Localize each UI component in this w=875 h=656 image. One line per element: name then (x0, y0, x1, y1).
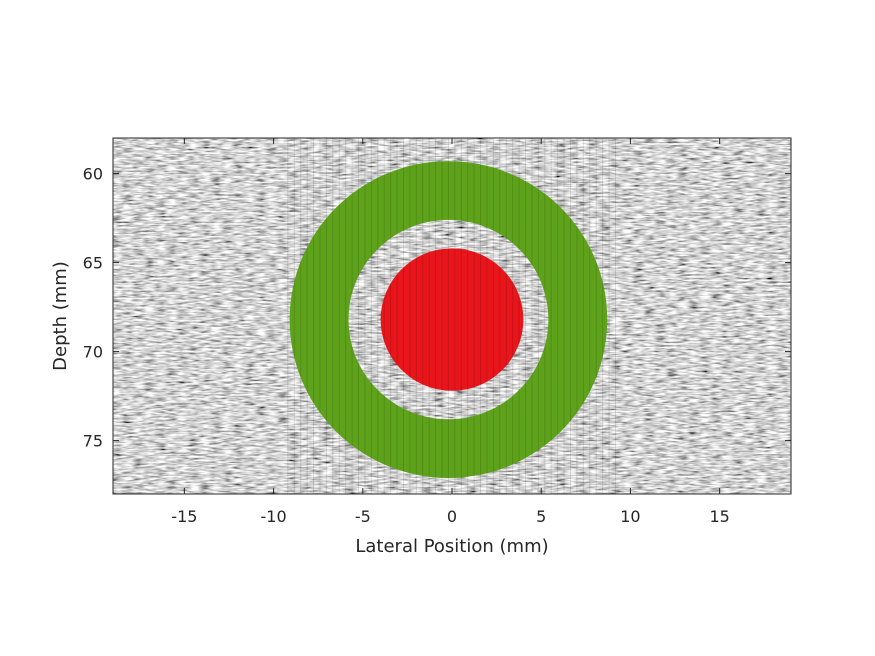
y-tick-label: 65 (83, 254, 103, 273)
x-tick-label: 10 (620, 507, 640, 526)
x-tick-label: 5 (536, 507, 546, 526)
plot-area (112, 137, 792, 495)
x-axis: -15 -10 -5 0 5 10 15 (171, 138, 730, 526)
x-tick-label: -10 (261, 507, 287, 526)
x-tick-label: -5 (355, 507, 371, 526)
y-axis-label: Depth (mm) (50, 261, 71, 371)
x-tick-label: -15 (171, 507, 197, 526)
x-tick-label: 15 (709, 507, 729, 526)
x-tick-label: 0 (447, 507, 457, 526)
region-inclusion (380, 248, 524, 391)
y-axis: 60 65 70 75 (83, 165, 791, 451)
scanline-stripes (287, 138, 616, 494)
x-axis-label: Lateral Position (mm) (355, 536, 548, 557)
region-background-ring (289, 161, 608, 478)
y-tick-label: 75 (83, 432, 103, 451)
y-tick-label: 70 (83, 343, 103, 362)
y-tick-label: 60 (83, 165, 103, 184)
